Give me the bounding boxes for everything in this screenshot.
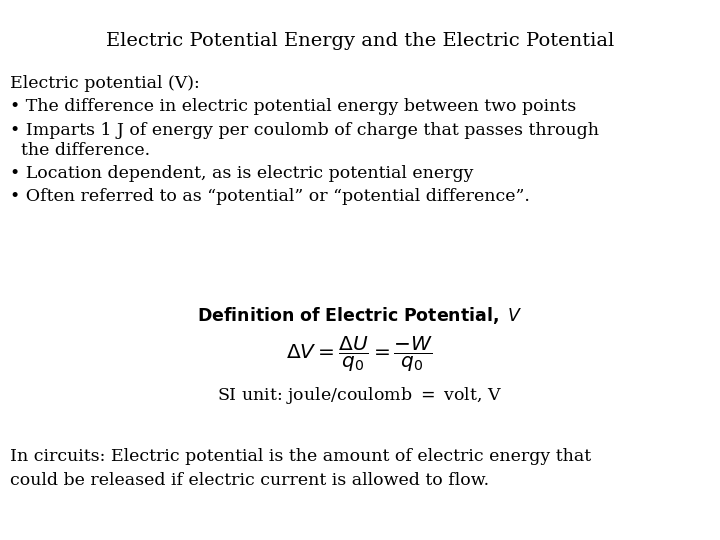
Text: could be released if electric current is allowed to flow.: could be released if electric current is… — [10, 472, 489, 489]
Text: $\mathbf{Definition\ of\ Electric\ Potential,}$$\ \it{V}$: $\mathbf{Definition\ of\ Electric\ Poten… — [197, 305, 523, 326]
Text: • Imparts 1 J of energy per coulomb of charge that passes through: • Imparts 1 J of energy per coulomb of c… — [10, 122, 599, 139]
Text: • The difference in electric potential energy between two points: • The difference in electric potential e… — [10, 98, 576, 115]
Text: • Location dependent, as is electric potential energy: • Location dependent, as is electric pot… — [10, 165, 474, 182]
Text: Electric Potential Energy and the Electric Potential: Electric Potential Energy and the Electr… — [106, 32, 614, 50]
Text: the difference.: the difference. — [10, 142, 150, 159]
Text: Electric potential (V):: Electric potential (V): — [10, 75, 199, 92]
Text: • Often referred to as “potential” or “potential difference”.: • Often referred to as “potential” or “p… — [10, 188, 530, 205]
Text: $\Delta V = \dfrac{\Delta U}{q_0} = \dfrac{-W}{q_0}$: $\Delta V = \dfrac{\Delta U}{q_0} = \dfr… — [287, 335, 433, 374]
Text: SI unit: joule/coulomb $=$ volt, V: SI unit: joule/coulomb $=$ volt, V — [217, 385, 503, 406]
Text: In circuits: Electric potential is the amount of electric energy that: In circuits: Electric potential is the a… — [10, 448, 591, 465]
